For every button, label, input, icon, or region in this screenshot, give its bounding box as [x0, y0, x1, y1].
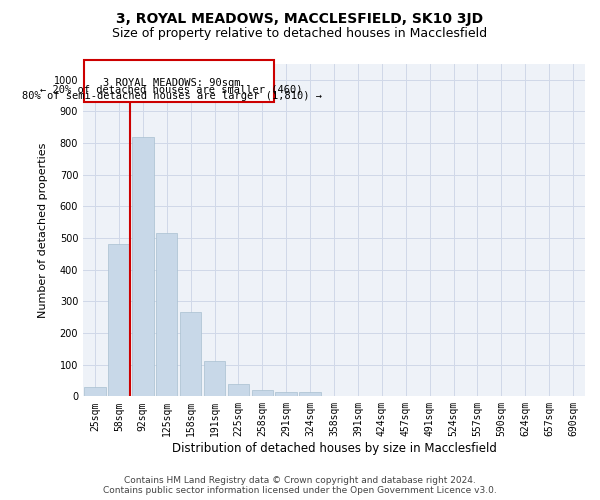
Bar: [251, 390, 273, 396]
Bar: [180, 312, 202, 396]
X-axis label: Distribution of detached houses by size in Macclesfield: Distribution of detached houses by size …: [172, 442, 496, 455]
Bar: [275, 392, 297, 396]
Text: Size of property relative to detached houses in Macclesfield: Size of property relative to detached ho…: [112, 28, 488, 40]
Bar: [84, 387, 106, 396]
Text: 80% of semi-detached houses are larger (1,810) →: 80% of semi-detached houses are larger (…: [22, 91, 322, 101]
Y-axis label: Number of detached properties: Number of detached properties: [38, 142, 48, 318]
Bar: [156, 233, 178, 396]
Bar: [204, 362, 225, 396]
Text: Contains HM Land Registry data © Crown copyright and database right 2024.
Contai: Contains HM Land Registry data © Crown c…: [103, 476, 497, 495]
Bar: [227, 384, 249, 396]
Text: 3, ROYAL MEADOWS, MACCLESFIELD, SK10 3JD: 3, ROYAL MEADOWS, MACCLESFIELD, SK10 3JD: [116, 12, 484, 26]
Bar: [132, 136, 154, 396]
FancyBboxPatch shape: [84, 60, 274, 102]
Bar: [108, 244, 130, 396]
Text: 3 ROYAL MEADOWS: 90sqm: 3 ROYAL MEADOWS: 90sqm: [103, 78, 240, 88]
Bar: [299, 392, 321, 396]
Text: ← 20% of detached houses are smaller (460): ← 20% of detached houses are smaller (46…: [40, 84, 303, 94]
